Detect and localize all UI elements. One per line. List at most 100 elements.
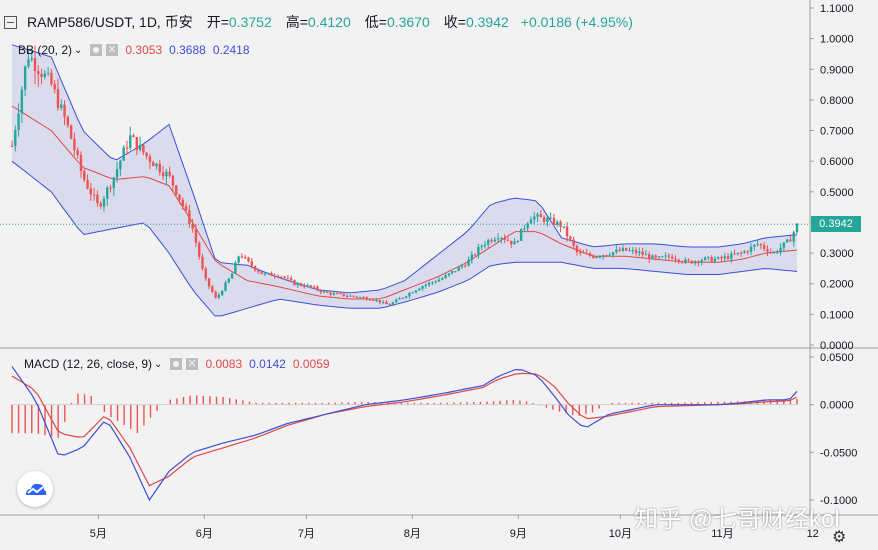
candle-body xyxy=(693,261,697,264)
candle-body xyxy=(221,291,224,295)
candle-body xyxy=(132,135,135,138)
bb-label[interactable]: BB (20, 2) xyxy=(18,43,73,57)
candle-body xyxy=(260,271,263,275)
candle-body xyxy=(562,226,565,228)
eye-icon[interactable] xyxy=(170,358,183,370)
candle-body xyxy=(368,299,372,301)
candle-body xyxy=(795,223,799,233)
candle-body xyxy=(37,71,40,75)
candle-body xyxy=(253,266,257,271)
price-tick-label: 0.3000 xyxy=(820,248,854,260)
price-tick-label: 0.7000 xyxy=(820,126,854,138)
candle-body xyxy=(345,295,349,297)
candle-body xyxy=(230,273,234,279)
candle-body xyxy=(355,296,359,298)
candle-body xyxy=(102,198,106,207)
candle-body xyxy=(526,223,529,229)
candle-body xyxy=(618,249,621,251)
price-tick-label: 0.1000 xyxy=(820,309,854,321)
time-tick-label: 10月 xyxy=(609,528,632,540)
candle-body xyxy=(565,226,569,237)
price-tick-label: 0.9000 xyxy=(820,64,854,76)
candle-body xyxy=(217,294,221,298)
chevron-down-icon[interactable]: ⌄ xyxy=(74,44,83,56)
candle-body xyxy=(473,254,477,256)
candle-body xyxy=(411,292,414,294)
candle-body xyxy=(746,251,749,253)
candle-body xyxy=(579,252,582,254)
tradingview-logo[interactable] xyxy=(17,471,53,507)
candle-body xyxy=(569,236,572,240)
candle-body xyxy=(542,217,546,222)
candle-body xyxy=(674,258,677,260)
candle-body xyxy=(263,273,267,275)
candle-body xyxy=(753,244,756,247)
candle-body xyxy=(447,273,451,276)
candle-body xyxy=(500,237,503,239)
candle-body xyxy=(335,293,339,295)
macd-line xyxy=(11,366,798,502)
candle-body xyxy=(638,251,641,254)
candle-body xyxy=(487,240,490,245)
candle-body xyxy=(585,253,588,255)
candle-body xyxy=(490,240,493,242)
close-icon[interactable] xyxy=(106,43,119,56)
candle-body xyxy=(43,73,47,78)
symbol-title[interactable]: RAMP586/USDT, 1D, 币安 xyxy=(27,14,193,30)
macd-line-value: 0.0142 xyxy=(249,357,286,371)
macd-tick-label: 0.0000 xyxy=(820,400,854,412)
candle-body xyxy=(339,293,342,295)
candle-body xyxy=(76,150,79,155)
price-tick-label: 1.1000 xyxy=(820,3,854,15)
time-tick-label: 5月 xyxy=(90,528,107,540)
candle-body xyxy=(79,154,83,171)
time-tick-label: 8月 xyxy=(404,528,421,540)
candle-body xyxy=(106,187,109,199)
candle-body xyxy=(421,286,424,289)
collapse-icon[interactable] xyxy=(4,15,17,29)
close-label: 收= xyxy=(443,14,466,30)
candle-body xyxy=(457,266,460,271)
macd-tick-label: 0.0500 xyxy=(820,352,854,364)
bb-basis-value: 0.3053 xyxy=(125,43,163,57)
candle-body xyxy=(312,286,316,288)
candle-body xyxy=(152,162,155,167)
candle-body xyxy=(654,255,657,258)
candle-body xyxy=(467,259,470,266)
candle-body xyxy=(266,272,270,274)
candle-body xyxy=(257,270,260,272)
candle-body xyxy=(365,297,368,300)
low-label: 低= xyxy=(364,14,387,30)
macd-signal-value: 0.0059 xyxy=(292,357,330,371)
candle-body xyxy=(480,245,483,247)
candle-body xyxy=(211,286,214,293)
candle-body xyxy=(710,256,713,262)
candle-body xyxy=(319,290,322,293)
price-tick-label: 0.8000 xyxy=(820,95,854,107)
candle-body xyxy=(378,299,382,303)
candle-body xyxy=(168,171,171,176)
candle-body xyxy=(234,262,237,274)
candle-body xyxy=(237,256,240,263)
gear-icon[interactable]: ⚙ xyxy=(832,529,847,546)
chevron-down-icon[interactable]: ⌄ xyxy=(154,358,163,370)
macd-tick-label: -0.1000 xyxy=(820,495,857,507)
candle-body xyxy=(250,261,253,267)
candle-body xyxy=(549,217,552,219)
candle-body xyxy=(342,293,345,296)
open-value: 0.3752 xyxy=(228,14,272,30)
chart-header: RAMP586/USDT, 1D, 币安 开= 0.3752 高= 0.4120 低… xyxy=(0,12,633,32)
candle-body xyxy=(552,217,556,225)
candle-body xyxy=(684,259,687,263)
candle-body xyxy=(739,252,743,254)
candle-body xyxy=(470,254,474,260)
candle-body xyxy=(306,285,309,287)
eye-icon[interactable] xyxy=(90,44,103,56)
close-icon[interactable] xyxy=(186,357,199,370)
price-tick-label: 0.0000 xyxy=(820,340,854,352)
macd-label[interactable]: MACD (12, 26, close, 9) xyxy=(24,357,153,371)
candle-body xyxy=(273,275,276,277)
candle-body xyxy=(533,216,536,220)
candle-body xyxy=(602,255,605,257)
